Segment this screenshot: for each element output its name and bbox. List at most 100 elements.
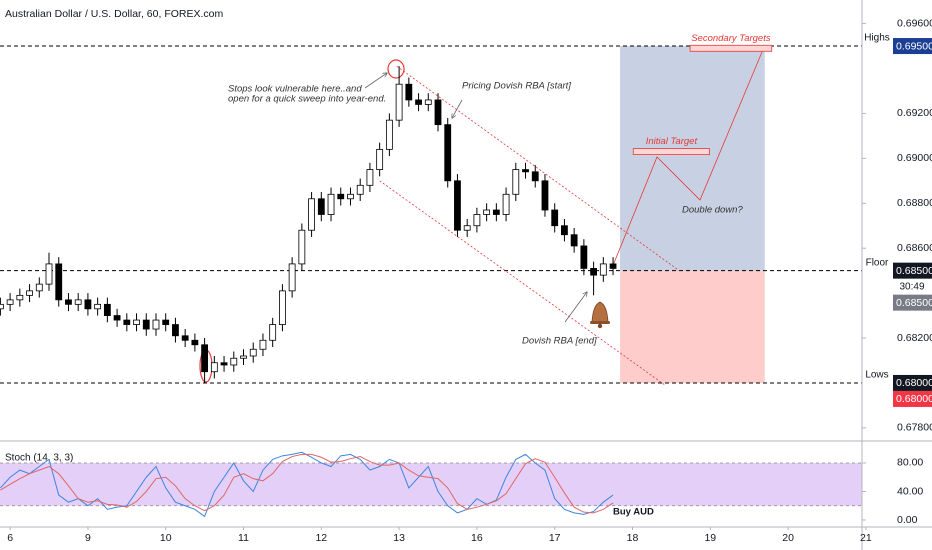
candle-body (415, 99, 422, 105)
candle-body (26, 290, 33, 296)
candle-body (103, 303, 111, 316)
annotation: Stops look vulnerable here..and (228, 84, 362, 95)
candle-body (74, 299, 82, 305)
x-tick-label: 20 (782, 532, 794, 544)
candle-body (84, 299, 92, 310)
y-tick-label: 0.69600 (897, 17, 932, 29)
y-tick-label: 0.00 (897, 514, 918, 526)
candle-body (259, 339, 267, 350)
target-box (632, 148, 710, 156)
candle-body (317, 198, 325, 215)
candle-body (16, 294, 24, 301)
candle-body (123, 319, 131, 325)
x-tick-label: 10 (160, 532, 172, 544)
candle-body (249, 348, 257, 357)
candle-body (531, 171, 539, 182)
level-name: Lows (865, 370, 888, 381)
price-tag-label: 0.68500 (896, 265, 932, 277)
y-tick-label: 0.68600 (897, 242, 932, 254)
candle-body (434, 99, 442, 126)
x-tick-label: 11 (238, 532, 249, 544)
price-tag (893, 390, 932, 407)
chart-title: Australian Dollar / U.S. Dollar, 60, FOR… (5, 8, 223, 20)
candle-body (327, 193, 335, 215)
y-tick-label: 40.00 (897, 485, 923, 497)
candle-body (395, 83, 403, 121)
candle-body (347, 193, 354, 200)
candle-body (483, 209, 491, 215)
x-tick-label: 17 (549, 532, 561, 544)
y-tick-label: 80.00 (897, 457, 923, 469)
candle-body (424, 99, 432, 105)
candle-body (94, 303, 102, 310)
candle-body (269, 324, 277, 341)
highlight-circle (387, 59, 405, 79)
x-tick-label: 19 (704, 532, 716, 544)
price-tag (893, 262, 932, 279)
stoch-line (0, 453, 614, 514)
candle-body (337, 193, 345, 200)
candle-body (298, 229, 306, 265)
candle-body (580, 245, 588, 269)
candle-body (405, 83, 413, 101)
y-tick-label: 0.68200 (897, 332, 932, 344)
candle-body (65, 299, 72, 305)
trendline (379, 180, 666, 386)
bell-icon (590, 301, 610, 329)
candle-body (502, 193, 510, 215)
annotation-arrow (364, 73, 387, 89)
candle-body (561, 225, 568, 236)
annotation-arrow (564, 292, 587, 323)
candle-body (240, 355, 247, 359)
candle-body (191, 339, 199, 346)
candle-body (308, 198, 315, 231)
y-tick-label: 0.69000 (897, 152, 932, 164)
candle-body (522, 169, 529, 173)
target-label: Secondary Targets (691, 33, 771, 44)
candle-body (590, 268, 597, 276)
candle-body (454, 180, 461, 231)
candle-body (181, 335, 189, 341)
candle-body (113, 315, 121, 321)
candle-body (473, 214, 481, 227)
candle-body (444, 124, 452, 182)
price-tag-label: 0.69500 (896, 40, 932, 52)
target-label: Initial Target (646, 136, 698, 147)
annotation-arrow (452, 99, 463, 118)
x-tick-label: 16 (471, 532, 483, 544)
candle-body (366, 169, 374, 186)
x-tick-label: 6 (7, 532, 13, 544)
indicator-note: Buy AUD (613, 507, 654, 518)
candle-body (541, 180, 549, 211)
indicator-title: Stoch (14, 3, 3) (5, 453, 73, 464)
annotation: Dovish RBA [end] (522, 336, 597, 347)
candle-body (35, 283, 43, 292)
candle-body (45, 263, 53, 285)
level-name: Floor (866, 257, 889, 268)
candle-body (570, 234, 578, 247)
profit-zone (620, 46, 765, 271)
candle-body (172, 324, 179, 337)
y-tick-label: 0.69200 (897, 107, 932, 119)
price-tag (893, 374, 932, 391)
candle-body (201, 344, 209, 373)
price-tag (893, 294, 932, 311)
price-tag-label: 0.68000 (896, 377, 932, 389)
annotation: Double down? (682, 205, 743, 216)
x-tick-label: 18 (627, 532, 639, 544)
x-tick-label: 12 (315, 532, 327, 544)
stoch-band (0, 462, 862, 506)
candle-body (609, 263, 617, 269)
candle-body (492, 209, 500, 215)
candle-body (463, 225, 471, 231)
x-tick-label: 21 (860, 532, 872, 544)
candle-body (376, 148, 384, 170)
candle-body (0, 303, 4, 310)
candle-body (288, 263, 296, 292)
candle-body (551, 209, 559, 227)
background-layer (0, 45, 862, 507)
price-tag-label: 0.68000 (896, 393, 932, 405)
candle-body (220, 362, 228, 366)
